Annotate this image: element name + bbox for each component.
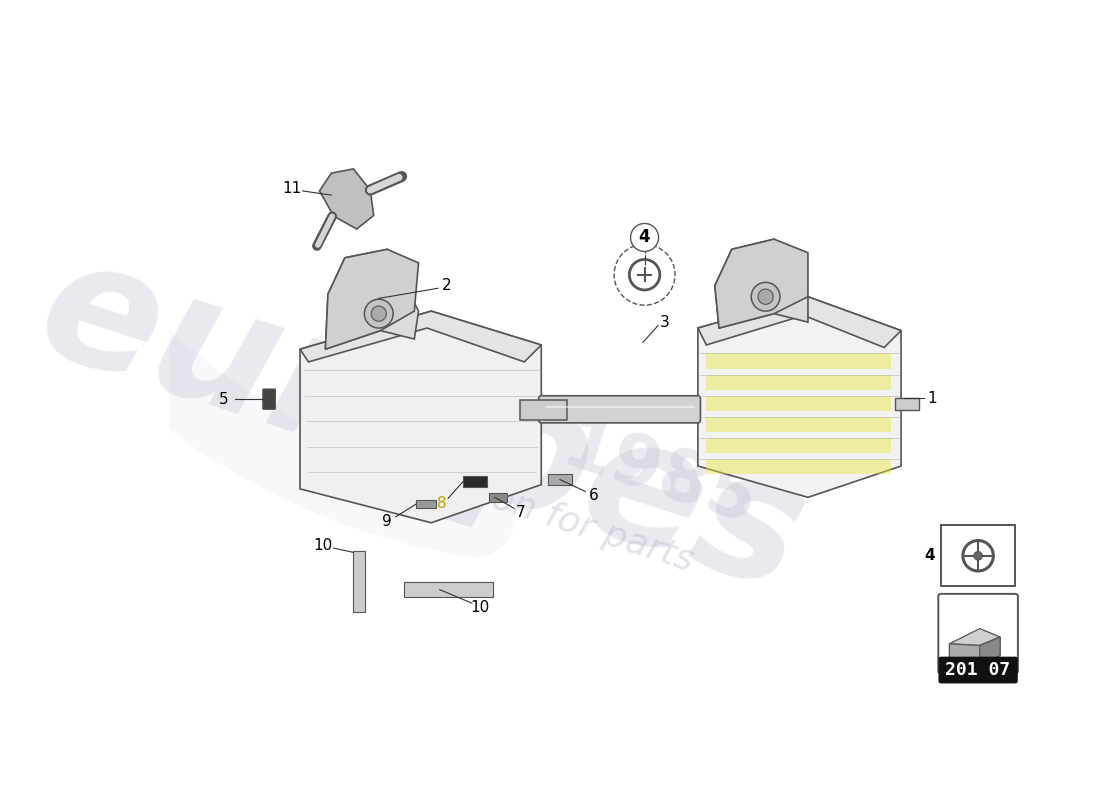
- Text: 10: 10: [471, 600, 490, 615]
- Bar: [706, 396, 891, 411]
- FancyBboxPatch shape: [263, 389, 275, 410]
- FancyBboxPatch shape: [938, 594, 1018, 674]
- Circle shape: [364, 299, 393, 328]
- Bar: [940, 526, 1015, 586]
- Text: 5: 5: [219, 392, 229, 406]
- FancyBboxPatch shape: [539, 396, 701, 423]
- Bar: [353, 550, 365, 612]
- Text: 201 07: 201 07: [946, 661, 1011, 679]
- Polygon shape: [300, 311, 541, 522]
- Text: 4: 4: [639, 229, 650, 246]
- Bar: [706, 417, 891, 432]
- Bar: [706, 438, 891, 454]
- Polygon shape: [326, 250, 418, 350]
- Text: 10: 10: [314, 538, 332, 553]
- Bar: [548, 474, 572, 485]
- Text: 8: 8: [437, 496, 447, 510]
- Circle shape: [614, 244, 675, 305]
- Polygon shape: [980, 637, 1000, 664]
- Polygon shape: [715, 239, 807, 328]
- Text: 7: 7: [516, 505, 526, 520]
- Bar: [404, 582, 493, 598]
- Polygon shape: [949, 629, 1000, 646]
- Polygon shape: [697, 297, 901, 498]
- Bar: [706, 374, 891, 390]
- Polygon shape: [319, 169, 374, 229]
- Text: 11: 11: [282, 181, 301, 196]
- Circle shape: [371, 306, 386, 322]
- Text: 4: 4: [924, 548, 935, 563]
- Text: 1: 1: [927, 391, 937, 406]
- Bar: [520, 400, 566, 420]
- Polygon shape: [300, 311, 541, 362]
- Bar: [706, 354, 891, 369]
- Bar: [706, 459, 891, 474]
- Bar: [895, 398, 918, 410]
- Text: a passion for parts: a passion for parts: [367, 442, 698, 578]
- Circle shape: [751, 282, 780, 311]
- Text: 9: 9: [383, 514, 392, 529]
- Polygon shape: [697, 297, 901, 347]
- Polygon shape: [326, 250, 418, 350]
- Bar: [463, 476, 487, 487]
- Circle shape: [758, 289, 773, 304]
- Polygon shape: [949, 637, 1000, 664]
- Bar: [416, 500, 437, 508]
- Text: 2: 2: [442, 278, 451, 294]
- Text: 3: 3: [660, 314, 670, 330]
- Text: europes: europes: [20, 222, 825, 628]
- Bar: [488, 493, 507, 502]
- Text: 1985: 1985: [553, 412, 766, 540]
- Text: 6: 6: [588, 488, 598, 503]
- Polygon shape: [715, 239, 807, 328]
- Circle shape: [974, 551, 982, 560]
- FancyBboxPatch shape: [939, 658, 1018, 682]
